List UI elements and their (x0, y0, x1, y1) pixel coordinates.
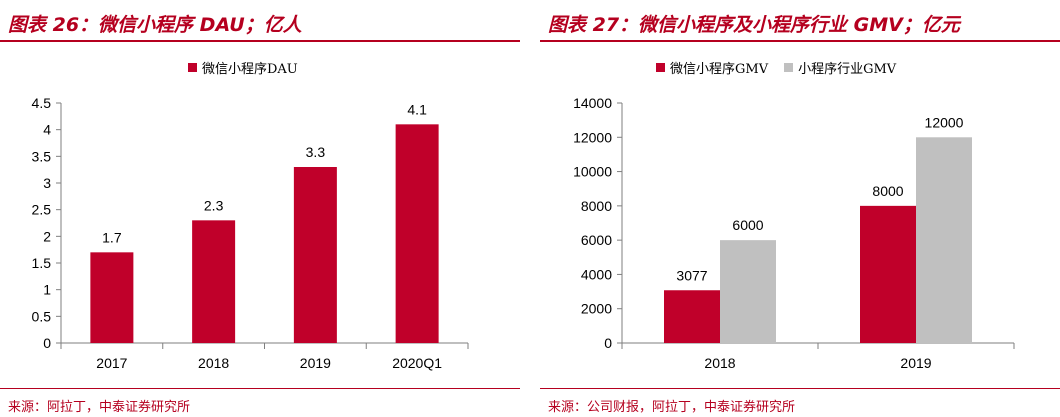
bar (664, 290, 720, 343)
y-tick-label: 0 (43, 335, 51, 351)
x-tick-label: 2020Q1 (392, 355, 442, 371)
y-tick-label: 4000 (581, 266, 612, 282)
bar (860, 205, 916, 343)
data-label: 12000 (925, 114, 964, 130)
y-tick-label: 1.5 (32, 255, 52, 271)
data-label: 3.3 (306, 144, 326, 160)
y-tick-label: 3 (43, 175, 51, 191)
gmv-bar-chart: 0 2000 4000 6000 8000 10000 12000 14000 2018 3077… (573, 95, 1015, 371)
y-tick-label: 3.5 (32, 148, 52, 164)
bar (395, 124, 439, 343)
dau-chart-panel: 图表 26：微信小程序 DAU；亿人 微信小程序DAU 0 0.5 1 1.5 2 2.5… (0, 0, 520, 417)
title-divider (540, 40, 1060, 42)
legend-swatch (784, 62, 794, 72)
y-tick-label: 2 (43, 228, 51, 244)
legend-swatch (188, 62, 197, 72)
bar (720, 240, 776, 343)
y-tick-label: 6000 (581, 232, 612, 248)
dau-bar-chart: 0 0.5 1 1.5 2 2.5 3 3.5 4 4.5 2017 1.7 2018 2.3 2019 3.… (32, 95, 469, 371)
x-tick-label: 2018 (704, 355, 735, 371)
y-tick-label: 2.5 (32, 202, 52, 218)
x-tick-label: 2017 (96, 355, 127, 371)
y-tick-label: 4 (43, 122, 51, 138)
chart-legend: 微信小程序DAU (188, 58, 314, 77)
y-tick-label: 2000 (581, 301, 612, 317)
x-tick-label: 2019 (900, 355, 931, 371)
legend-item: 微信小程序GMV (656, 58, 768, 77)
source-note: 来源：阿拉丁，中泰证券研究所 (8, 400, 191, 415)
y-tick-label: 14000 (573, 95, 612, 111)
y-tick-label: 0 (604, 335, 612, 351)
bar (90, 252, 134, 343)
source-divider (540, 388, 1060, 389)
source-note: 来源：公司财报，阿拉丁，中泰证券研究所 (548, 400, 796, 415)
chart-title: 图表 26：微信小程序 DAU；亿人 (8, 14, 302, 36)
data-label: 4.1 (407, 101, 427, 117)
legend-label: 微信小程序GMV (670, 61, 769, 77)
y-tick-label: 8000 (581, 198, 612, 214)
title-divider (0, 40, 520, 42)
source-divider (0, 388, 520, 389)
y-tick-label: 10000 (573, 164, 612, 180)
data-label: 1.7 (102, 229, 122, 245)
data-label: 3077 (676, 267, 707, 283)
chart-legend: 微信小程序GMV 小程序行业GMV (656, 58, 912, 77)
data-label: 6000 (732, 217, 763, 233)
x-tick-label: 2018 (198, 355, 229, 371)
gmv-chart-panel: 图表 27：微信小程序及小程序行业 GMV；亿元 微信小程序GMV 小程序行业GM… (540, 0, 1060, 417)
y-tick-label: 0.5 (32, 308, 52, 324)
x-tick-label: 2019 (300, 355, 331, 371)
chart-title: 图表 27：微信小程序及小程序行业 GMV；亿元 (548, 14, 960, 36)
y-tick-label: 12000 (573, 129, 612, 145)
y-tick-label: 1 (43, 282, 51, 298)
bar (916, 137, 972, 343)
data-label: 2.3 (204, 197, 224, 213)
data-label: 8000 (872, 183, 903, 199)
bar (293, 167, 337, 343)
bar (192, 220, 236, 343)
legend-label: 微信小程序DAU (202, 61, 298, 77)
legend-item: 小程序行业GMV (784, 58, 896, 77)
y-tick-label: 4.5 (32, 95, 52, 111)
legend-swatch (656, 62, 665, 72)
legend-label: 小程序行业GMV (798, 61, 897, 77)
legend-item: 微信小程序DAU (188, 58, 298, 77)
